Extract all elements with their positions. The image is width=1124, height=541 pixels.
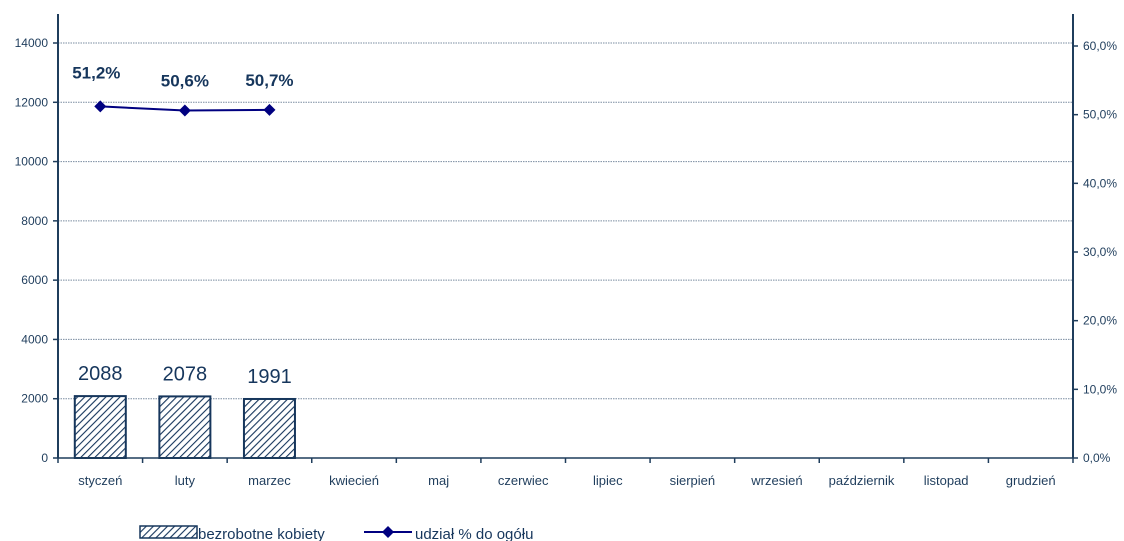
gridlines [58, 42, 1073, 400]
right-tick-label: 0,0% [1083, 451, 1111, 465]
left-tick-label: 6000 [21, 273, 48, 287]
legend-line-marker [382, 526, 394, 538]
bar [242, 397, 296, 460]
bar-value-label: 2078 [163, 363, 208, 385]
left-tick-label: 10000 [15, 155, 49, 169]
category-label: wrzesień [750, 473, 802, 488]
legend-bar-swatch [139, 525, 198, 539]
percent-value-label: 50,6% [161, 72, 209, 91]
data-labels: 2088 2078 1991 51,2% 50,6% 50,7% [72, 63, 293, 388]
category-label: kwiecień [329, 473, 379, 488]
percent-marker [263, 103, 276, 116]
legend: bezrobotne kobiety udział % do ogółu [139, 525, 533, 541]
percent-line [94, 100, 276, 117]
bar [73, 395, 127, 459]
category-label: listopad [924, 473, 969, 488]
category-label: maj [428, 473, 449, 488]
bars [73, 395, 296, 460]
legend-bar-label: bezrobotne kobiety [198, 526, 325, 541]
left-tick-label: 0 [41, 451, 48, 465]
category-label: grudzień [1006, 473, 1056, 488]
right-tick-label: 20,0% [1083, 314, 1117, 328]
category-label: styczeń [78, 473, 122, 488]
left-tick-label: 4000 [21, 332, 48, 346]
bar-value-label: 1991 [247, 366, 292, 388]
bar-value-label: 2088 [78, 363, 123, 385]
left-tick-label: 12000 [15, 95, 49, 109]
left-tick-label: 8000 [21, 214, 48, 228]
category-label: czerwiec [498, 473, 549, 488]
legend-line-label: udział % do ogółu [415, 526, 533, 541]
category-label: sierpień [670, 473, 716, 488]
right-tick-label: 10,0% [1083, 382, 1117, 396]
left-tick-label: 14000 [15, 36, 49, 50]
category-label: październik [829, 473, 895, 488]
right-tick-label: 30,0% [1083, 245, 1117, 259]
percent-marker [94, 100, 107, 113]
category-label: lipiec [593, 473, 623, 488]
axes: 0 2000 4000 6000 8000 10000 12000 14000 0,0% 10,0… [15, 14, 1117, 488]
percent-value-label: 50,7% [245, 71, 293, 90]
percent-marker [178, 104, 191, 117]
right-tick-label: 50,0% [1083, 108, 1117, 122]
right-tick-label: 40,0% [1083, 176, 1117, 190]
bar [158, 395, 212, 459]
category-label: marzec [248, 473, 291, 488]
right-tick-label: 60,0% [1083, 39, 1117, 53]
left-tick-label: 2000 [21, 392, 48, 406]
percent-value-label: 51,2% [72, 63, 120, 82]
category-label: luty [175, 473, 196, 488]
